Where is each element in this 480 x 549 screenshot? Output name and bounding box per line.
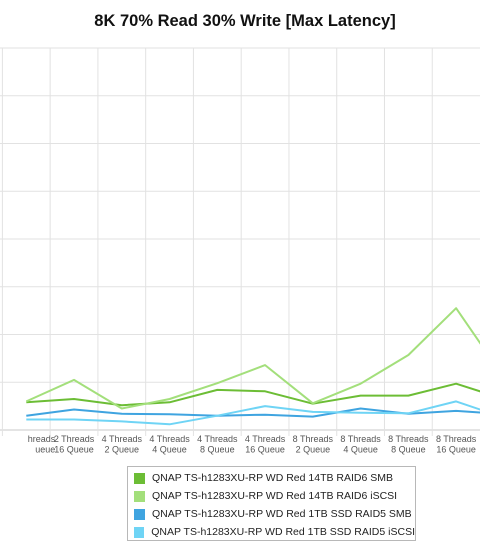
legend-label: QNAP TS-h1283XU-RP WD Red 1TB SSD RAID5 … xyxy=(152,508,412,520)
series-line xyxy=(26,400,480,426)
x-tick-label: ueue xyxy=(35,445,55,455)
series-lines xyxy=(25,307,480,426)
x-tick-label: hreads xyxy=(28,434,56,444)
x-tick-label: 2 Queue xyxy=(105,445,140,455)
legend-swatch xyxy=(134,472,145,484)
chart-title: 8K 70% Read 30% Write [Max Latency] xyxy=(94,12,396,30)
legend-swatch xyxy=(134,490,145,502)
legend-label: QNAP TS-h1283XU-RP WD Red 1TB SSD RAID5 … xyxy=(151,526,415,538)
legend-item[interactable]: QNAP TS-h1283XU-RP WD Red 14TB RAID6 iSC… xyxy=(134,487,415,505)
x-tick-label: 16 Queue xyxy=(436,445,476,455)
x-tick-label: 8 Queue xyxy=(200,445,235,455)
x-tick-label: 4 Threads xyxy=(149,434,190,444)
x-tick-label: 8 Threads xyxy=(340,434,381,444)
series-line xyxy=(26,407,480,418)
x-tick-label: 4 Queue xyxy=(152,445,187,455)
legend-item[interactable]: QNAP TS-h1283XU-RP WD Red 14TB RAID6 SMB xyxy=(134,469,415,487)
x-tick-label: 2 Threads xyxy=(54,434,95,444)
legend-swatch xyxy=(134,508,145,520)
x-tick-label: 8 Threads xyxy=(293,434,334,444)
legend-label: QNAP TS-h1283XU-RP WD Red 14TB RAID6 iSC… xyxy=(152,490,398,502)
x-tick-label: 4 Threads xyxy=(245,434,286,444)
x-tick-label: 4 Threads xyxy=(197,434,238,444)
x-tick-label: 8 Queue xyxy=(391,445,426,455)
legend-label: QNAP TS-h1283XU-RP WD Red 14TB RAID6 SMB xyxy=(152,472,394,484)
legend-swatch xyxy=(134,526,145,538)
legend: QNAP TS-h1283XU-RP WD Red 14TB RAID6 SMB… xyxy=(127,466,416,541)
legend-item[interactable]: QNAP TS-h1283XU-RP WD Red 1TB SSD RAID5 … xyxy=(134,505,415,523)
x-tick-label: 8 Threads xyxy=(388,434,429,444)
x-tick-label: 2 Queue xyxy=(296,445,331,455)
series-line xyxy=(26,382,480,407)
x-tick-label: 4 Queue xyxy=(343,445,378,455)
grid-lines xyxy=(0,47,480,436)
x-tick-label: 4 Threads xyxy=(102,434,143,444)
x-tick-label: 16 Queue xyxy=(245,445,285,455)
x-tick-label: 8 Threads xyxy=(436,434,477,444)
legend-item[interactable]: QNAP TS-h1283XU-RP WD Red 1TB SSD RAID5 … xyxy=(134,523,415,541)
series-line xyxy=(25,307,480,410)
x-tick-label: 16 Queue xyxy=(54,445,94,455)
